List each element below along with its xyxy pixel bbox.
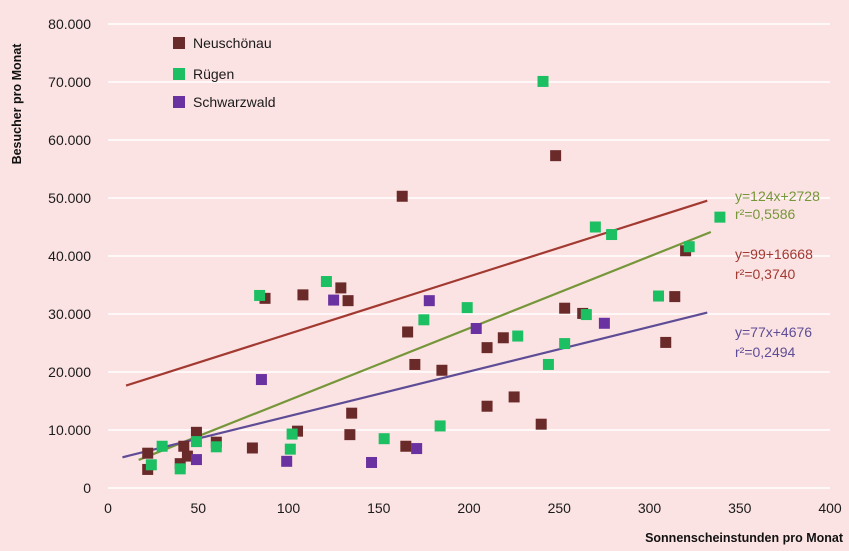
data-point-series-1: [653, 290, 665, 302]
data-point-series-1: [145, 459, 157, 471]
data-point-series-1: [210, 441, 222, 453]
data-point-series-0: [497, 332, 509, 344]
data-point-series-0: [409, 358, 421, 370]
data-point-series-1: [156, 440, 168, 452]
y-tick-label: 40.000: [48, 248, 91, 264]
trend-r2-1: r²=0,5586: [735, 206, 796, 222]
data-point-series-1: [254, 289, 266, 301]
data-point-series-0: [481, 342, 493, 354]
data-point-series-1: [174, 463, 186, 475]
data-point-series-1: [542, 358, 554, 370]
trend-r2-0: r²=0,3740: [735, 266, 796, 282]
y-tick-label: 10.000: [48, 422, 91, 438]
data-point-series-0: [402, 326, 414, 338]
x-axis-title: Sonnenscheinstunden pro Monat: [645, 531, 844, 545]
legend-swatch-2: [173, 96, 185, 108]
y-tick-label: 70.000: [48, 74, 91, 90]
data-point-series-1: [378, 433, 390, 445]
data-point-series-0: [346, 407, 358, 419]
trendline-2: [122, 311, 708, 459]
data-point-series-1: [434, 420, 446, 432]
trendline-0: [125, 199, 708, 387]
trend-equation-2: y=77x+4676: [735, 324, 812, 340]
data-point-series-2: [281, 455, 293, 467]
x-tick-label: 200: [457, 500, 481, 516]
data-point-series-0: [142, 447, 154, 459]
x-tick-label: 250: [548, 500, 572, 516]
legend-label-2: Schwarzwald: [193, 94, 275, 110]
data-point-series-1: [320, 276, 332, 288]
data-point-series-2: [598, 317, 610, 329]
data-point-series-0: [297, 289, 309, 301]
data-point-series-1: [286, 428, 298, 440]
data-point-series-2: [423, 295, 435, 307]
data-point-series-1: [683, 241, 695, 253]
y-tick-label: 80.000: [48, 16, 91, 32]
y-tick-label: 30.000: [48, 306, 91, 322]
data-point-series-0: [400, 440, 412, 452]
data-point-series-2: [411, 443, 423, 455]
data-point-series-0: [550, 150, 562, 162]
trend-r2-2: r²=0,2494: [735, 344, 796, 360]
data-point-series-1: [589, 221, 601, 233]
data-point-series-0: [396, 190, 408, 202]
legend-label-0: Neuschönau: [193, 35, 272, 51]
trend-equation-0: y=99+16668: [735, 246, 813, 262]
data-point-series-1: [580, 309, 592, 321]
data-point-series-2: [470, 323, 482, 334]
data-point-series-2: [190, 454, 202, 466]
x-tick-label: 50: [190, 500, 206, 516]
data-point-series-1: [284, 443, 296, 455]
data-point-series-2: [255, 374, 267, 386]
x-tick-label: 300: [638, 500, 662, 516]
data-point-series-0: [181, 450, 193, 462]
y-tick-label: 50.000: [48, 190, 91, 206]
data-point-series-1: [512, 330, 524, 342]
data-point-series-0: [335, 282, 347, 294]
data-point-series-1: [606, 229, 618, 241]
trend-equation-1: y=124x+2728: [735, 188, 820, 204]
data-point-series-0: [342, 295, 354, 307]
legend-label-1: Rügen: [193, 66, 234, 82]
y-tick-label: 20.000: [48, 364, 91, 380]
data-point-series-0: [535, 418, 547, 430]
data-point-series-0: [344, 429, 356, 441]
data-point-series-2: [366, 456, 378, 468]
data-point-series-0: [190, 426, 202, 438]
legend-swatch-1: [173, 68, 185, 80]
data-point-series-0: [436, 364, 448, 376]
data-point-series-1: [559, 338, 571, 350]
data-point-series-1: [537, 75, 549, 87]
data-point-series-1: [418, 314, 430, 326]
data-point-series-0: [669, 291, 681, 303]
data-point-series-0: [178, 440, 190, 452]
data-point-series-2: [328, 294, 340, 306]
x-tick-label: 150: [367, 500, 391, 516]
data-point-series-1: [190, 436, 202, 448]
data-point-series-0: [246, 442, 258, 454]
x-tick-label: 350: [728, 500, 752, 516]
data-point-series-0: [508, 391, 520, 403]
data-point-series-0: [559, 302, 571, 314]
y-tick-label: 0: [83, 480, 91, 496]
y-tick-label: 60.000: [48, 132, 91, 148]
data-point-series-0: [481, 400, 493, 412]
data-point-series-1: [714, 211, 726, 223]
x-tick-label: 0: [104, 500, 112, 516]
x-tick-label: 400: [818, 500, 842, 516]
x-tick-label: 100: [277, 500, 301, 516]
data-point-series-1: [461, 302, 473, 314]
data-point-series-0: [660, 336, 672, 348]
trendline-1: [138, 230, 712, 461]
y-axis-title: Besucher pro Monat: [10, 43, 24, 165]
legend-swatch-0: [173, 37, 185, 49]
